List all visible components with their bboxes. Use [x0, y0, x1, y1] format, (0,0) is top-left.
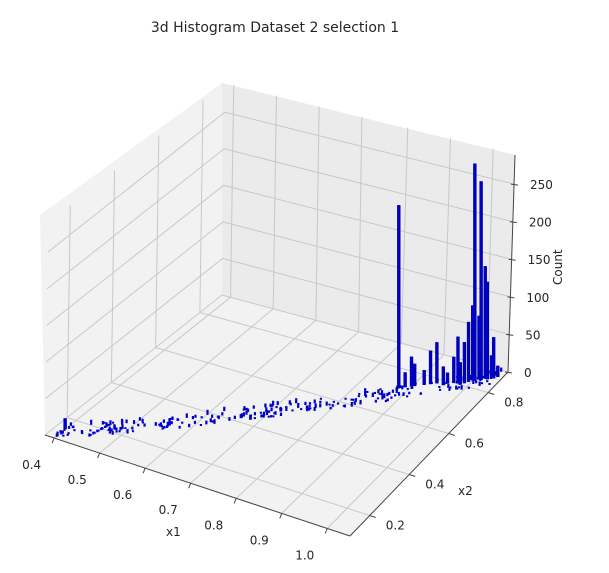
x1-tick-label: 0.6	[113, 488, 132, 502]
x1-tick-label: 0.8	[204, 518, 223, 532]
x1-axis-ticks: 0.4 0.5 0.6 0.7 0.8 0.9 1.0	[22, 437, 328, 562]
z-tick-label: 150	[528, 253, 551, 267]
z-tick-label: 50	[525, 328, 540, 342]
z-axis-label: Count	[551, 249, 565, 285]
chart-title: 3d Histogram Dataset 2 selection 1	[150, 20, 400, 36]
x2-tick-label: 0.2	[386, 519, 405, 533]
z-axis-line	[507, 154, 516, 373]
x2-tick-label: 0.4	[425, 478, 444, 492]
floor-pane	[45, 295, 508, 536]
x2-axis-ticks: 0.2 0.4 0.6 0.8	[369, 392, 523, 533]
z-tick-label: 0	[524, 366, 532, 380]
x1-tick-label: 0.7	[159, 503, 178, 517]
x1-tick-label: 1.0	[295, 548, 314, 562]
x1-tick-label: 0.9	[250, 533, 269, 547]
x1-axis-line	[44, 434, 351, 537]
x1-tick-label: 0.5	[68, 473, 87, 487]
x1-tick-label: 0.4	[22, 458, 41, 472]
x2-axis-label: x2	[458, 484, 473, 498]
x2-tick-label: 0.8	[504, 396, 523, 410]
z-tick-label: 250	[530, 178, 553, 192]
z-tick-label: 200	[529, 216, 552, 230]
x2-axis-line	[349, 371, 509, 537]
histogram-bars	[55, 163, 503, 437]
right-pane	[222, 83, 515, 372]
x2-tick-label: 0.6	[465, 437, 484, 451]
grid-lines	[44, 85, 514, 529]
z-axis-ticks: 0 50 100 150 200 250	[504, 178, 553, 380]
x1-axis-label: x1	[166, 525, 181, 539]
z-tick-label: 100	[526, 291, 549, 305]
